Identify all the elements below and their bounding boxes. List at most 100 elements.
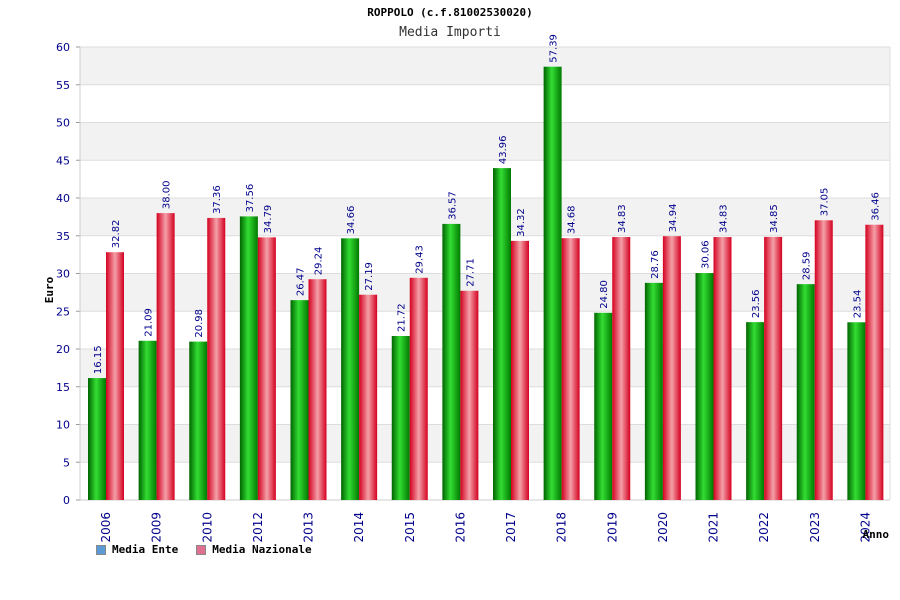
bar-media-ente bbox=[644, 282, 663, 500]
y-tick-label: 45 bbox=[56, 154, 70, 167]
value-label: 20.98 bbox=[194, 309, 205, 338]
x-tick-labels: 2006 2009 2010 2012 2013 2014 2015 2016 2017 2018… bbox=[99, 512, 872, 543]
value-label: 37.05 bbox=[820, 188, 831, 217]
bar-media-ente bbox=[695, 273, 714, 500]
value-label: 38.00 bbox=[162, 180, 173, 209]
y-tick-label: 10 bbox=[56, 419, 70, 432]
x-tick-label: 2022 bbox=[757, 512, 771, 543]
bar-media-ente bbox=[290, 300, 309, 500]
legend-swatch-ente bbox=[96, 544, 106, 555]
bar-media-nazionale bbox=[612, 237, 631, 500]
value-label: 29.43 bbox=[415, 245, 426, 274]
value-label: 30.06 bbox=[701, 240, 712, 269]
value-label: 34.83 bbox=[617, 204, 628, 233]
y-tick-labels: 0 5 10 15 20 25 30 35 40 45 50 55 60 bbox=[56, 41, 70, 507]
bar-media-nazionale bbox=[865, 224, 884, 501]
bar-media-nazionale bbox=[207, 217, 226, 500]
x-tick-label: 2013 bbox=[302, 512, 316, 543]
bar-media-ente bbox=[746, 322, 765, 500]
x-tick-label: 2006 bbox=[99, 512, 113, 543]
value-label: 16.15 bbox=[93, 345, 104, 374]
bar-media-ente bbox=[189, 341, 208, 500]
value-label: 43.96 bbox=[498, 135, 509, 164]
value-label: 23.54 bbox=[852, 290, 863, 319]
value-label: 21.09 bbox=[144, 308, 155, 337]
value-label: 37.56 bbox=[245, 184, 256, 213]
y-tick-label: 55 bbox=[56, 79, 70, 92]
bar-media-ente bbox=[88, 378, 106, 500]
value-label: 29.24 bbox=[314, 247, 325, 276]
value-label: 34.68 bbox=[567, 206, 578, 235]
legend-label-nazionale: Media Nazionale bbox=[212, 543, 312, 556]
bar-media-ente bbox=[239, 216, 258, 500]
bar-media-nazionale bbox=[308, 279, 327, 500]
legend-item-nazionale: Media Nazionale bbox=[196, 543, 312, 556]
value-label: 27.19 bbox=[364, 262, 375, 291]
value-label: 24.80 bbox=[599, 280, 610, 309]
y-tick-label: 50 bbox=[56, 117, 70, 130]
value-label: 36.46 bbox=[870, 192, 881, 221]
bar-media-ente bbox=[442, 223, 461, 501]
y-tick-label: 15 bbox=[56, 381, 70, 394]
y-tick-label: 20 bbox=[56, 343, 70, 356]
value-label: 34.85 bbox=[769, 204, 780, 233]
x-tick-label: 2010 bbox=[200, 512, 214, 543]
value-label: 34.79 bbox=[263, 205, 274, 234]
bar-media-ente bbox=[796, 284, 815, 500]
value-label: 34.32 bbox=[516, 208, 527, 237]
legend-item-ente: Media Ente bbox=[96, 543, 178, 556]
x-tick-label: 2018 bbox=[555, 512, 569, 543]
bar-media-nazionale bbox=[156, 213, 175, 500]
y-tick-label: 5 bbox=[63, 456, 70, 469]
bar-media-nazionale bbox=[359, 294, 378, 500]
value-label: 34.83 bbox=[719, 204, 730, 233]
bar-media-ente bbox=[594, 312, 613, 500]
bar-media-ente bbox=[341, 238, 360, 500]
value-label: 32.82 bbox=[111, 220, 122, 249]
y-tick-label: 40 bbox=[56, 192, 70, 205]
y-tick-label: 30 bbox=[56, 268, 70, 281]
x-tick-label: 2024 bbox=[858, 512, 872, 543]
legend-swatch-nazionale bbox=[196, 544, 207, 555]
bar-media-ente bbox=[847, 322, 866, 500]
bars bbox=[88, 66, 884, 501]
bar-media-nazionale bbox=[257, 237, 276, 500]
bar-media-ente bbox=[493, 168, 511, 501]
value-label: 28.76 bbox=[650, 250, 661, 279]
value-label: 34.94 bbox=[668, 204, 679, 233]
legend: Media Ente Media Nazionale bbox=[96, 543, 312, 556]
x-tick-label: 2023 bbox=[808, 512, 822, 543]
x-tick-label: 2017 bbox=[504, 512, 518, 543]
bar-media-nazionale bbox=[764, 236, 783, 500]
chart-title: ROPPOLO (c.f.81002530020) bbox=[367, 6, 533, 19]
x-tick-label: 2015 bbox=[403, 512, 417, 543]
grid-band bbox=[80, 47, 890, 85]
x-tick-label: 2012 bbox=[251, 512, 265, 543]
bar-media-ente bbox=[138, 340, 157, 500]
bar-media-ente bbox=[543, 66, 562, 500]
value-label: 23.56 bbox=[751, 289, 762, 318]
legend-label-ente: Media Ente bbox=[112, 543, 179, 556]
bar-media-nazionale bbox=[511, 240, 529, 500]
y-tick-label: 0 bbox=[63, 494, 70, 507]
x-tick-label: 2019 bbox=[605, 512, 619, 543]
bar-media-nazionale bbox=[713, 237, 732, 500]
value-label: 57.39 bbox=[549, 34, 560, 63]
bar-media-nazionale bbox=[814, 220, 833, 500]
y-axis-label: Euro bbox=[43, 276, 56, 303]
value-labels: 16.15 32.82 21.09 38.00 20.98 37.36 37.56 34.79… bbox=[93, 34, 881, 374]
value-label: 27.71 bbox=[465, 258, 476, 287]
bar-media-nazionale bbox=[561, 238, 580, 500]
y-tick-label: 35 bbox=[56, 230, 70, 243]
x-tick-label: 2021 bbox=[707, 512, 721, 543]
x-tick-label: 2016 bbox=[453, 512, 467, 543]
x-tick-label: 2009 bbox=[150, 512, 164, 543]
value-label: 34.66 bbox=[346, 206, 357, 235]
x-tick-label: 2014 bbox=[352, 512, 366, 543]
value-label: 36.57 bbox=[447, 191, 458, 220]
chart-subtitle: Media Importi bbox=[399, 25, 501, 40]
bar-media-nazionale bbox=[662, 236, 681, 500]
grid-band bbox=[80, 122, 890, 161]
y-tick-label: 25 bbox=[56, 305, 70, 318]
bar-media-nazionale bbox=[460, 290, 479, 500]
